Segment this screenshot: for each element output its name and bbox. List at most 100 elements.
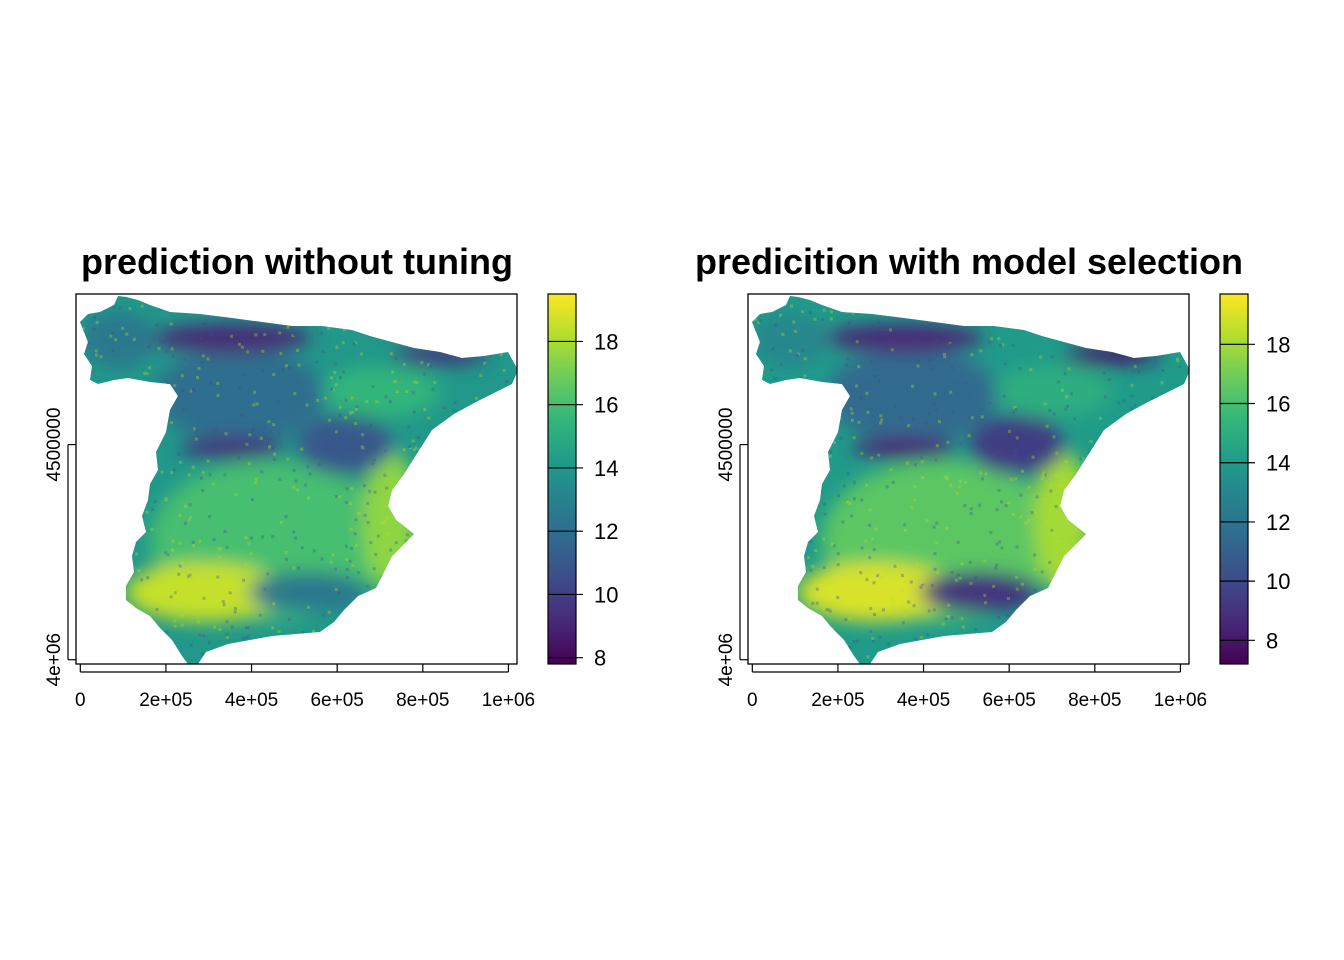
raster-texture [1088, 450, 1092, 454]
raster-texture [1165, 509, 1169, 513]
raster-texture [1043, 648, 1047, 652]
raster-texture [225, 632, 229, 636]
raster-texture [485, 332, 489, 336]
raster-texture [1100, 645, 1104, 649]
raster-texture [424, 616, 428, 620]
raster-texture [246, 350, 250, 354]
raster-texture [1027, 297, 1031, 301]
raster-texture [1159, 654, 1163, 658]
raster-texture [819, 408, 823, 412]
raster-texture [1057, 580, 1061, 584]
raster-texture [288, 366, 292, 370]
raster-texture [281, 367, 285, 371]
raster-texture [920, 460, 924, 464]
raster-texture [1039, 618, 1043, 622]
raster-texture [849, 407, 853, 411]
raster-texture [1100, 567, 1104, 571]
raster-texture [372, 458, 376, 462]
raster-texture [412, 410, 416, 414]
raster-texture [949, 483, 953, 487]
raster-texture [354, 407, 358, 411]
colorbar: 8 10 12 14 16 18 [1219, 293, 1290, 665]
raster-texture [1185, 577, 1189, 581]
y-axis: 4e+06 4500000 [716, 408, 748, 686]
raster-texture [327, 640, 331, 644]
raster-texture [201, 354, 205, 358]
raster-texture [452, 453, 456, 457]
raster-texture [511, 555, 515, 559]
raster-texture [781, 332, 785, 336]
raster-texture [1094, 468, 1098, 472]
raster-texture [1027, 310, 1031, 314]
region-galicia [752, 312, 828, 368]
raster-texture [474, 396, 478, 400]
raster-texture [1155, 615, 1159, 619]
raster-texture [380, 575, 384, 579]
raster-texture [120, 326, 124, 330]
raster-texture [241, 637, 245, 641]
raster-texture [385, 579, 389, 583]
raster-texture [889, 610, 893, 614]
raster-texture [907, 600, 911, 604]
raster-texture [779, 297, 783, 301]
raster-texture [472, 415, 476, 419]
raster-texture [868, 523, 872, 527]
raster-texture [254, 481, 258, 485]
raster-texture [950, 616, 954, 620]
raster-texture [489, 348, 493, 352]
raster-texture [207, 641, 211, 645]
raster-texture [415, 381, 419, 385]
raster-texture [852, 436, 856, 440]
raster-texture [300, 447, 304, 451]
raster-texture [885, 485, 889, 489]
raster-texture [262, 654, 266, 658]
raster-texture [989, 530, 993, 534]
raster-texture [466, 534, 470, 538]
raster-texture [383, 520, 387, 524]
raster-texture [1066, 639, 1070, 643]
raster-texture [813, 387, 817, 391]
raster-texture [1106, 426, 1110, 430]
raster-texture [308, 659, 312, 663]
raster-texture [823, 455, 827, 459]
raster-texture [96, 302, 100, 306]
raster-texture [1132, 441, 1136, 445]
raster-texture [166, 381, 170, 385]
raster-texture [458, 308, 462, 312]
raster-texture [405, 318, 409, 322]
raster-texture [933, 403, 937, 407]
raster-texture [449, 576, 453, 580]
panel-prediction-with-model-selection: predicition with model selection 0 2e+05 4… [695, 241, 1291, 711]
raster-texture [485, 626, 489, 630]
raster-texture [921, 476, 925, 480]
raster-texture [119, 421, 123, 425]
raster-texture [855, 384, 859, 388]
raster-texture [764, 392, 768, 396]
raster-texture [1049, 577, 1053, 581]
raster-texture [393, 380, 397, 384]
raster-texture [840, 340, 844, 344]
raster-texture [1153, 647, 1157, 651]
raster-texture [1142, 509, 1146, 513]
raster-texture [811, 564, 815, 568]
raster-texture [199, 476, 203, 480]
raster-texture [1163, 483, 1167, 487]
raster-texture [183, 357, 187, 361]
raster-texture [207, 515, 211, 519]
raster-texture [1088, 576, 1092, 580]
raster-texture [927, 412, 931, 416]
raster-texture [407, 425, 411, 429]
raster-texture [83, 308, 87, 312]
raster-texture [775, 614, 779, 618]
raster-texture [404, 539, 408, 543]
raster-texture [1050, 531, 1054, 535]
raster-texture [1014, 477, 1018, 481]
raster-texture [983, 593, 987, 597]
raster-texture [1132, 528, 1136, 532]
raster-texture [159, 339, 163, 343]
raster-texture [101, 414, 105, 418]
raster-texture [797, 436, 801, 440]
raster-texture [109, 334, 113, 338]
raster-texture [846, 500, 850, 504]
raster-texture [97, 457, 101, 461]
